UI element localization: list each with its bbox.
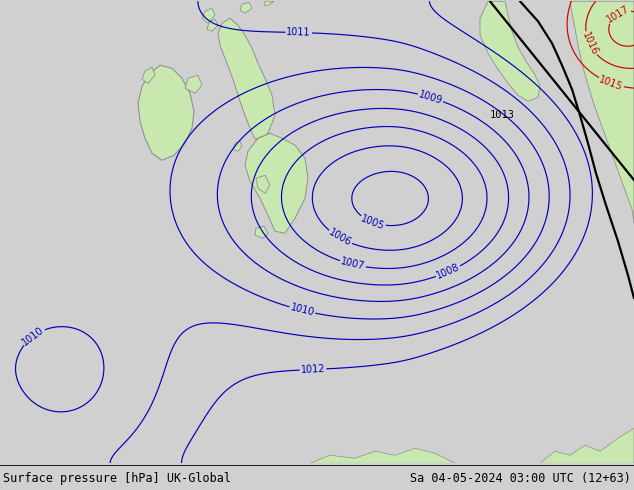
Polygon shape <box>202 8 215 23</box>
Text: Surface pressure [hPa] UK-Global: Surface pressure [hPa] UK-Global <box>3 472 231 485</box>
Polygon shape <box>240 2 252 13</box>
Text: 1010: 1010 <box>289 302 316 318</box>
Polygon shape <box>218 18 275 139</box>
Text: 1012: 1012 <box>301 364 326 375</box>
Polygon shape <box>264 1 274 5</box>
Polygon shape <box>138 65 194 160</box>
Text: 1005: 1005 <box>359 213 386 231</box>
Polygon shape <box>540 428 634 463</box>
Polygon shape <box>256 175 270 193</box>
Text: 1009: 1009 <box>417 89 444 106</box>
Polygon shape <box>255 226 268 238</box>
Text: 1007: 1007 <box>340 257 366 272</box>
Polygon shape <box>310 448 455 463</box>
Text: 1011: 1011 <box>287 27 311 38</box>
Polygon shape <box>570 1 634 223</box>
Text: 1013: 1013 <box>490 110 515 120</box>
Polygon shape <box>207 19 218 31</box>
Text: 1015: 1015 <box>598 74 624 92</box>
Polygon shape <box>185 75 202 93</box>
Text: 1006: 1006 <box>327 227 353 248</box>
Polygon shape <box>245 133 308 233</box>
Text: Sa 04-05-2024 03:00 UTC (12+63): Sa 04-05-2024 03:00 UTC (12+63) <box>410 472 631 485</box>
Text: 1017: 1017 <box>605 3 631 24</box>
Text: 1016: 1016 <box>579 31 599 57</box>
Polygon shape <box>480 1 540 101</box>
Polygon shape <box>233 141 242 151</box>
Polygon shape <box>142 67 155 83</box>
Text: 1010: 1010 <box>20 325 46 347</box>
Text: 1008: 1008 <box>435 262 462 281</box>
